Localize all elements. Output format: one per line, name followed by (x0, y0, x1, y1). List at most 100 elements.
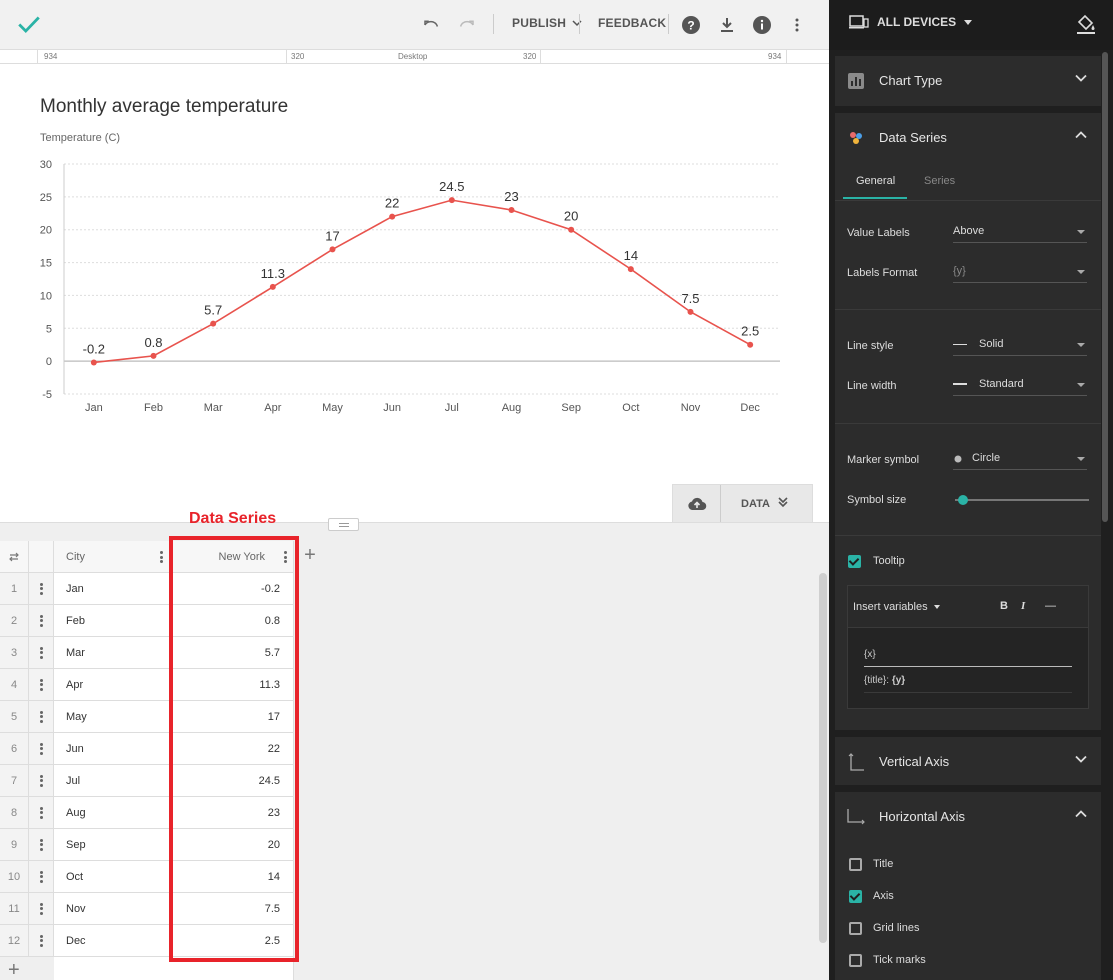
info-icon[interactable] (751, 14, 773, 36)
row-menu-icon[interactable] (29, 765, 54, 797)
insert-variables-dropdown[interactable]: Insert variables (853, 601, 940, 613)
city-cell[interactable]: Oct (54, 861, 170, 893)
city-cell[interactable]: Nov (54, 893, 170, 925)
feedback-button[interactable]: FEEDBACK (598, 16, 667, 30)
column-menu-icon[interactable] (284, 551, 287, 563)
column-menu-icon[interactable] (160, 551, 163, 563)
panel-scrollbar[interactable] (1102, 52, 1108, 522)
horizontal-axis-option-checkbox[interactable] (849, 954, 862, 967)
add-column-button[interactable]: + (304, 544, 316, 566)
tooltip-checkbox[interactable] (848, 555, 861, 568)
help-icon[interactable]: ? (680, 14, 702, 36)
data-table-area: Data Series City New York 1 Jan -0.2 2 Feb 0.… (0, 510, 829, 980)
marker-symbol-select[interactable]: Circle (953, 448, 1087, 470)
city-cell[interactable]: Jun (54, 733, 170, 765)
value-cell[interactable]: -0.2 (170, 573, 294, 605)
tooltip-text-line-1[interactable]: {x} (864, 649, 876, 660)
y-tick-label: 20 (40, 225, 52, 237)
value-cell[interactable]: 2.5 (170, 925, 294, 957)
row-menu-icon[interactable] (29, 861, 54, 893)
y-axis-title: Temperature (C) (40, 132, 121, 144)
value-cell[interactable]: 7.5 (170, 893, 294, 925)
chart-type-header[interactable]: Chart Type (835, 56, 1101, 106)
value-cell[interactable]: 20 (170, 829, 294, 861)
value-cell[interactable]: 23 (170, 797, 294, 829)
horizontal-axis-header[interactable]: Horizontal Axis (835, 792, 1101, 842)
value-cell[interactable]: 11.3 (170, 669, 294, 701)
download-icon[interactable] (716, 14, 738, 36)
settings-panel: ALL DEVICES Chart Type Data Series Gener… (829, 0, 1113, 980)
row-menu-icon[interactable] (29, 893, 54, 925)
row-menu-icon[interactable] (29, 605, 54, 637)
row-menu-icon[interactable] (29, 701, 54, 733)
horizontal-axis-option-checkbox[interactable] (849, 858, 862, 871)
undo-icon[interactable] (420, 14, 442, 36)
transpose-icon[interactable] (8, 551, 20, 563)
city-cell[interactable]: Dec (54, 925, 170, 957)
value-cell[interactable]: 14 (170, 861, 294, 893)
city-cell[interactable]: Apr (54, 669, 170, 701)
publish-button[interactable]: PUBLISH (512, 16, 582, 30)
line-width-select[interactable]: Standard (953, 374, 1087, 396)
redo-icon[interactable] (456, 14, 478, 36)
city-cell[interactable]: Sep (54, 829, 170, 861)
column-header-city[interactable]: City (54, 541, 170, 573)
y-tick-label: -5 (42, 389, 52, 401)
tooltip-text-line-2[interactable]: {title}: {y} (864, 675, 905, 686)
tab-general[interactable]: General (856, 175, 896, 187)
solid-line-icon (953, 344, 967, 345)
row-menu-icon[interactable] (29, 829, 54, 861)
city-cell[interactable]: Jul (54, 765, 170, 797)
symbol-size-slider[interactable] (955, 494, 1089, 506)
row-menu-icon[interactable] (29, 733, 54, 765)
value-labels-value: Above (953, 225, 985, 237)
value-cell[interactable]: 5.7 (170, 637, 294, 669)
value-cell[interactable]: 22 (170, 733, 294, 765)
horizontal-axis-option-checkbox[interactable] (849, 890, 862, 903)
slider-knob[interactable] (958, 495, 968, 505)
line-style-select[interactable]: Solid (953, 334, 1087, 356)
value-labels-select[interactable]: Above (953, 221, 1087, 243)
panel-resize-handle[interactable] (328, 518, 359, 531)
italic-button[interactable]: I (1021, 600, 1026, 612)
upload-cloud-icon[interactable] (673, 485, 721, 523)
table-scrollbar[interactable] (819, 573, 827, 943)
row-menu-icon[interactable] (29, 797, 54, 829)
row-menu-icon[interactable] (29, 573, 54, 605)
device-selector[interactable]: ALL DEVICES (849, 15, 973, 29)
horizontal-axis-option-label: Title (873, 858, 894, 870)
chart-preview: Monthly average temperature Temperature … (0, 64, 829, 522)
confirm-check-icon[interactable] (16, 11, 42, 37)
city-cell[interactable]: Mar (54, 637, 170, 669)
row-menu-icon[interactable] (29, 925, 54, 957)
table-row: 5 May 17 (0, 701, 294, 733)
x-tick-label: Feb (144, 402, 163, 414)
bold-button[interactable]: B (1000, 600, 1008, 612)
x-tick-label: Mar (204, 402, 223, 414)
city-cell[interactable]: Aug (54, 797, 170, 829)
paint-bucket-icon[interactable] (1075, 13, 1097, 35)
more-options-icon[interactable] (786, 14, 808, 36)
tab-series[interactable]: Series (924, 175, 956, 187)
row-number: 1 (0, 573, 29, 605)
column-header-value[interactable]: New York (170, 541, 294, 573)
data-series-header[interactable]: Data Series (835, 113, 1101, 163)
value-cell[interactable]: 24.5 (170, 765, 294, 797)
double-chevron-down-icon[interactable] (777, 495, 789, 509)
city-cell[interactable]: Jan (54, 573, 170, 605)
horizontal-axis-option-checkbox[interactable] (849, 922, 862, 935)
vertical-axis-header[interactable]: Vertical Axis (835, 737, 1101, 787)
city-cell[interactable]: May (54, 701, 170, 733)
labels-format-input[interactable]: {y} (953, 261, 1087, 283)
city-cell[interactable]: Feb (54, 605, 170, 637)
data-tab-label[interactable]: DATA (741, 498, 770, 510)
value-cell[interactable]: 0.8 (170, 605, 294, 637)
row-menu-icon[interactable] (29, 669, 54, 701)
strikethrough-button[interactable]: — (1045, 600, 1056, 612)
row-menu-icon[interactable] (29, 637, 54, 669)
add-row-button[interactable]: + (8, 959, 20, 980)
value-cell[interactable]: 17 (170, 701, 294, 733)
marker-symbol-value: Circle (972, 452, 1001, 464)
transpose-icon-cell[interactable] (0, 541, 29, 573)
x-tick-label: May (322, 402, 343, 414)
